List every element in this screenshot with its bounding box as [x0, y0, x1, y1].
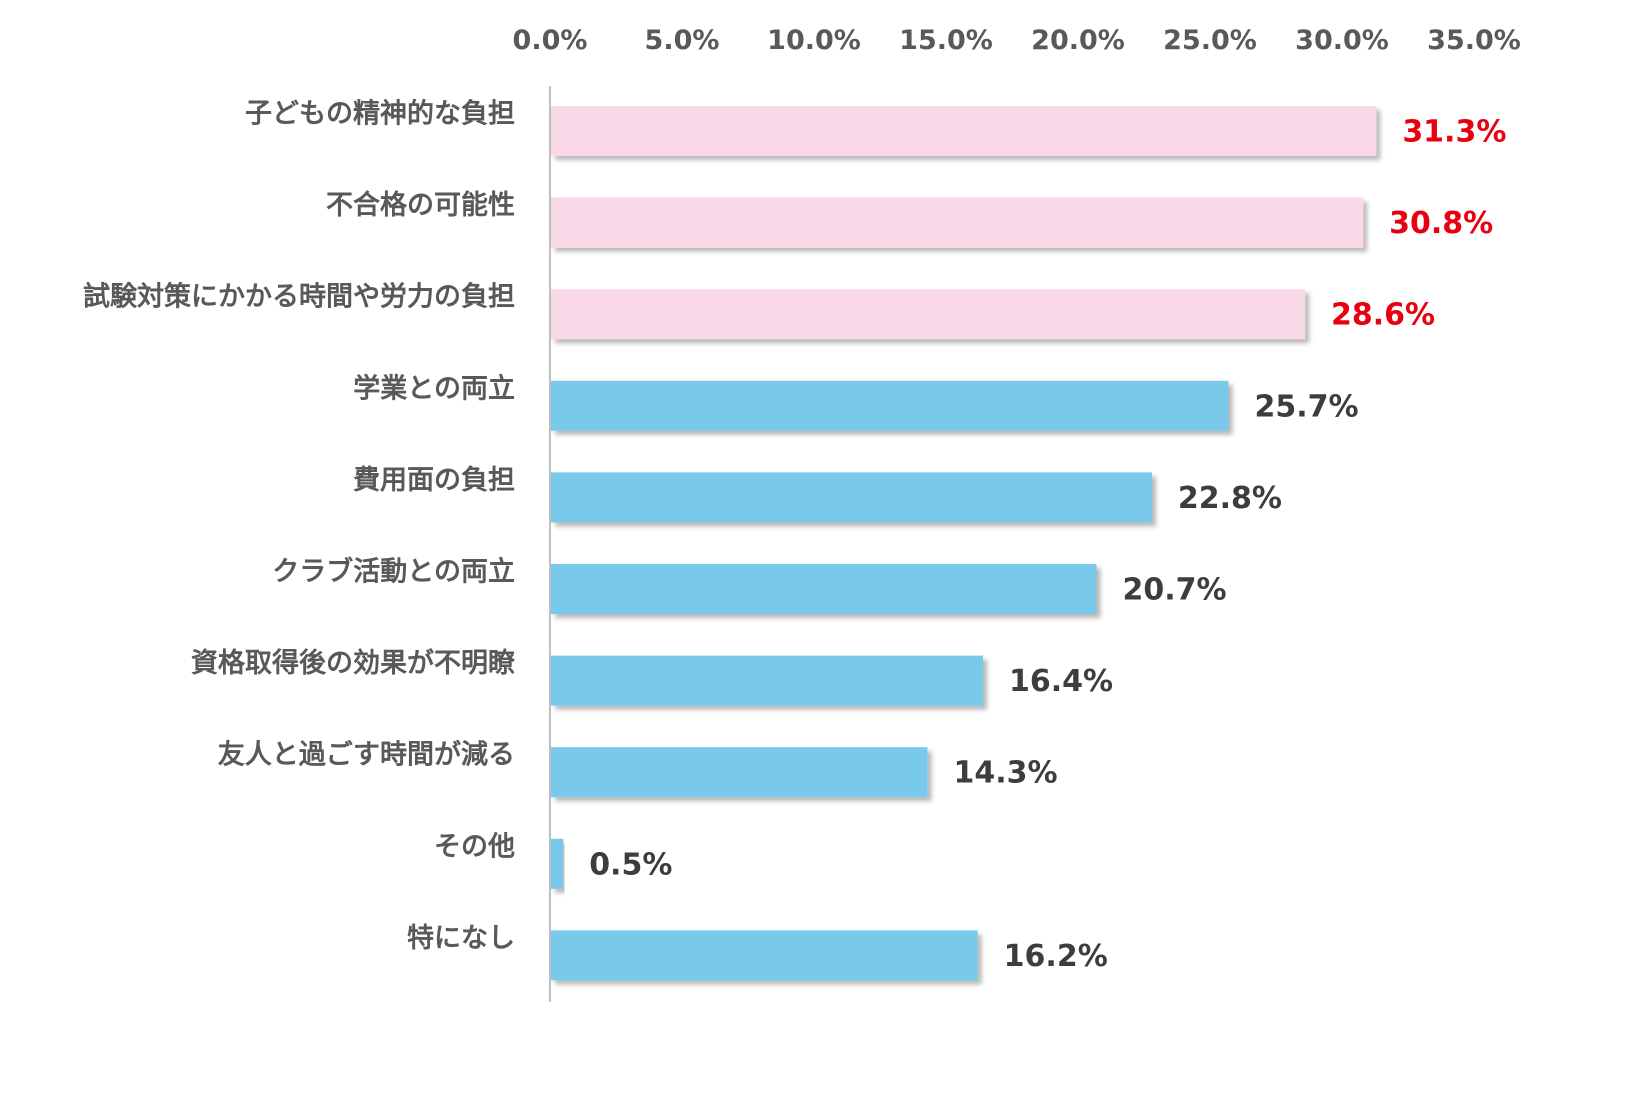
- x-tick-label: 25.0%: [1163, 25, 1257, 56]
- value-label: 28.6%: [1331, 298, 1435, 333]
- bar: [551, 106, 1377, 156]
- x-tick-label: 5.0%: [645, 25, 720, 56]
- bar: [551, 747, 928, 798]
- value-label: 16.4%: [1009, 664, 1113, 699]
- category-label: 友人と過ごす時間が減る: [218, 739, 515, 771]
- bar: [551, 930, 978, 981]
- category-label: 特になし: [407, 923, 515, 954]
- category-label: その他: [434, 831, 515, 862]
- bars: [551, 106, 1377, 981]
- value-label: 14.3%: [954, 756, 1058, 791]
- value-labels: 31.3% 30.8% 28.6% 25.7% 22.8% 20.7% 16.4% 14.3%…: [589, 115, 1506, 974]
- category-label: 子どもの精神的な負担: [245, 98, 515, 130]
- bar: [551, 472, 1152, 523]
- bar: [551, 564, 1097, 614]
- bar: [551, 655, 983, 706]
- category-label: 費用面の負担: [353, 465, 515, 496]
- x-tick-label: 30.0%: [1295, 25, 1389, 56]
- category-labels: 子どもの精神的な負担不合格の可能性試験対策にかかる時間や労力の負担学業との両立費…: [83, 98, 516, 954]
- value-label: 30.8%: [1389, 206, 1493, 241]
- value-label: 16.2%: [1004, 939, 1108, 974]
- value-label: 25.7%: [1254, 389, 1358, 424]
- x-tick-label: 0.0%: [513, 25, 588, 56]
- x-tick-label: 20.0%: [1031, 25, 1125, 56]
- bar: [551, 197, 1364, 248]
- x-tick-label: 35.0%: [1427, 25, 1521, 56]
- bar: [551, 289, 1306, 340]
- category-label: 不合格の可能性: [326, 189, 515, 221]
- category-label: 資格取得後の効果が不明瞭: [191, 647, 516, 679]
- value-label: 31.3%: [1402, 115, 1506, 150]
- x-tick-label: 10.0%: [767, 25, 861, 56]
- category-label: 試験対策にかかる時間や労力の負担: [83, 281, 515, 313]
- bar: [551, 838, 564, 889]
- x-tick-label: 15.0%: [899, 25, 993, 56]
- category-label: クラブ活動との両立: [272, 556, 515, 588]
- value-label: 20.7%: [1122, 573, 1226, 608]
- category-label: 学業との両立: [353, 372, 515, 404]
- value-label: 22.8%: [1178, 481, 1282, 516]
- value-label: 0.5%: [589, 847, 672, 882]
- bar: [551, 380, 1229, 431]
- x-axis-ticks: 0.0% 5.0% 10.0% 15.0% 20.0% 25.0% 30.0% 35.0%: [513, 25, 1521, 56]
